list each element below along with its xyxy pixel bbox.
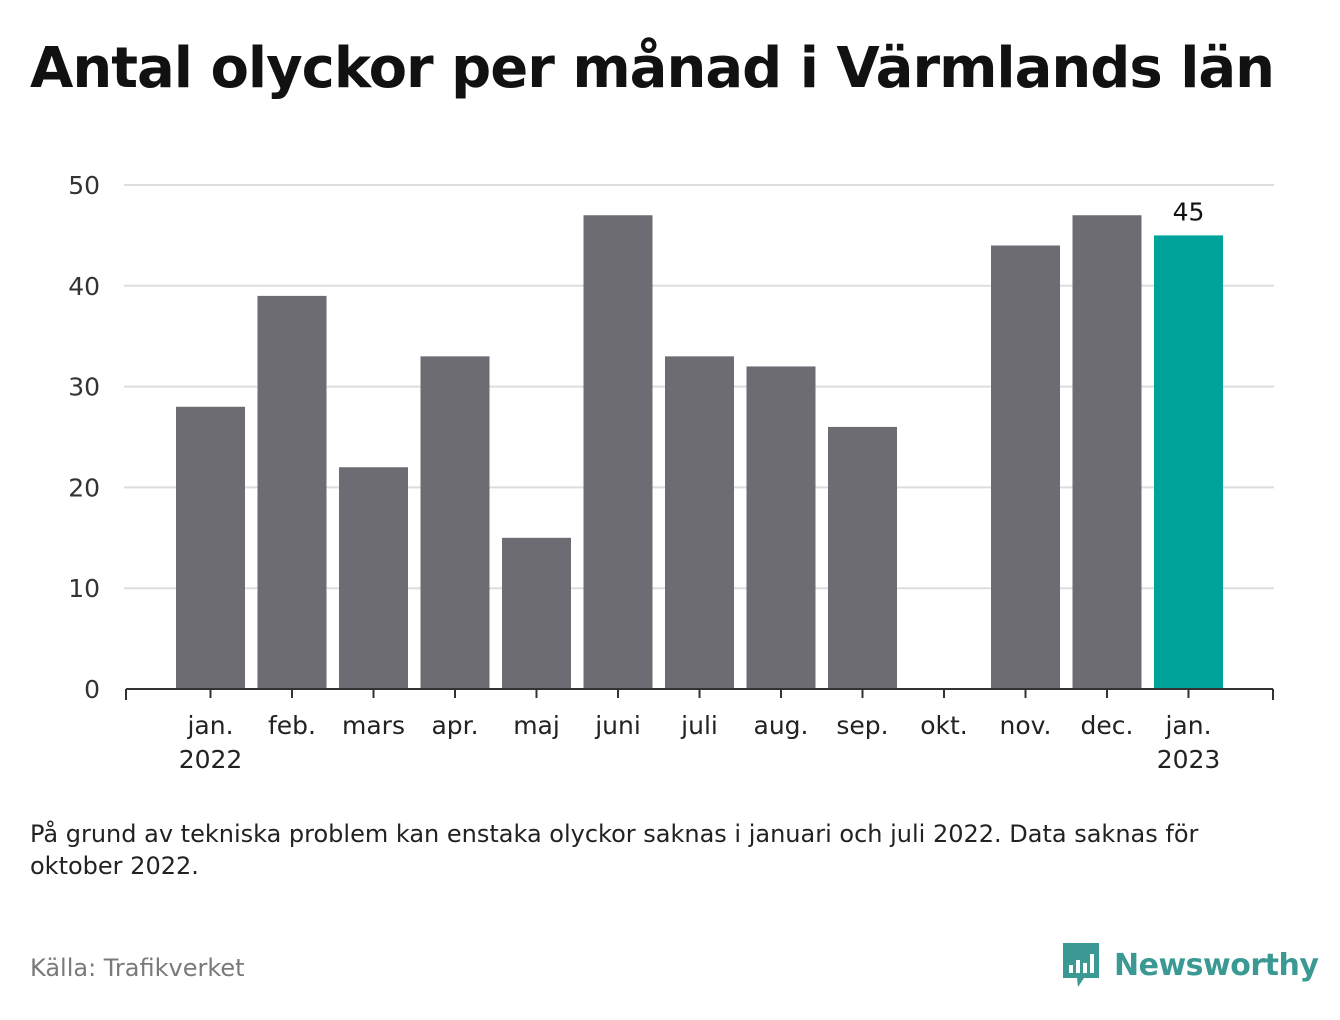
bar-chart-speech-bubble-icon [1063,943,1099,987]
x-tick-label: 2023 [1157,745,1221,774]
x-axis: jan. 2022 feb. mars apr. maj juni juli aug. sep. o… [125,688,1274,774]
x-tick-label: jan. [186,711,233,740]
bar [339,467,408,689]
brand-logo: Newsworthy [1060,940,1319,990]
brand-name: Newsworthy [1114,947,1319,983]
bar [257,295,327,689]
y-tick-label: 10 [68,574,100,603]
x-tick-label: nov. [1000,711,1052,740]
x-tick-label: 2022 [179,745,243,774]
bar [420,356,490,689]
bar [1154,235,1223,689]
x-tick-label: dec. [1081,711,1134,740]
data-labels: 45 [1173,197,1205,226]
y-axis-tick-labels: 0 10 20 30 40 50 [68,171,100,704]
y-tick-label: 30 [68,373,100,402]
chart-title: Antal olyckor per månad i Värmlands län [30,36,1275,101]
x-tick-label: maj [513,711,560,740]
x-tick-label: aug. [754,711,809,740]
footnote: På grund av tekniska problem kan enstaka… [30,820,1199,880]
y-tick-label: 0 [84,675,100,704]
source-note: Källa: Trafikverket [30,954,245,982]
x-tick-label: okt. [920,711,968,740]
x-tick-label: juni [594,711,641,740]
bar-chart: 0 10 20 30 40 50 45 jan. 2022 feb. mars apr. maj ju… [68,171,1274,774]
x-tick-label: feb. [268,711,316,740]
x-tick-label: sep. [836,711,888,740]
bars [176,215,1223,690]
bar [583,215,653,690]
bar [991,245,1060,690]
bar [502,537,571,689]
bar [1072,215,1142,690]
bar [176,406,245,689]
bar [746,366,816,689]
x-tick-label: jan. [1164,711,1211,740]
x-tick-label: apr. [431,711,478,740]
y-tick-label: 50 [68,171,100,200]
x-tick-label: juli [680,711,718,740]
y-tick-label: 40 [68,272,100,301]
bar [665,356,734,689]
x-tick-label: mars [342,711,405,740]
bar [828,426,897,689]
data-label: 45 [1173,197,1205,226]
y-tick-label: 20 [68,473,100,502]
